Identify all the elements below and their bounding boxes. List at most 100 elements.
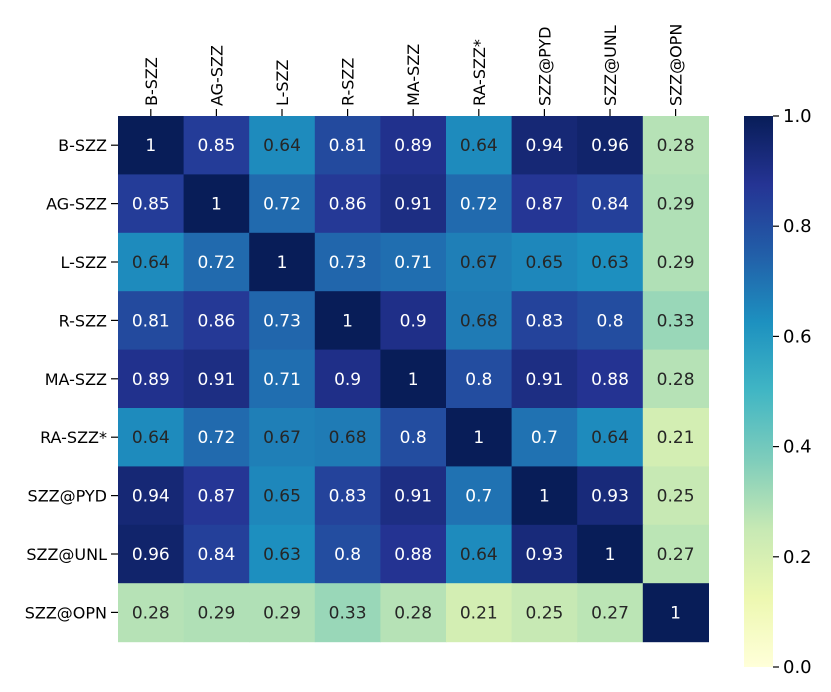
heatmap-cell bbox=[118, 291, 185, 351]
heatmap-cell bbox=[380, 349, 447, 409]
cell-value-label: 0.27 bbox=[591, 603, 629, 623]
heatmap-cell bbox=[577, 583, 644, 643]
heatmap-cell bbox=[511, 583, 578, 643]
cell-value-label: 0.86 bbox=[329, 195, 367, 215]
cell-value-label: 1 bbox=[539, 487, 550, 507]
x-axis-labels: B-SZZ AG-SZZ L-SZZ R-SZZ MA-SZZ RA-SZZ* SZZ@PY… bbox=[142, 24, 686, 116]
heatmap-cell bbox=[249, 232, 316, 292]
heatmap-cell bbox=[183, 116, 250, 175]
cell-value-label: 0.71 bbox=[263, 370, 301, 390]
heatmap-cell bbox=[118, 116, 185, 175]
heatmap-cell bbox=[446, 524, 513, 584]
x-tick-label: AG-SZZ bbox=[207, 45, 226, 106]
heatmap-cell bbox=[314, 291, 381, 351]
heatmap-cell bbox=[249, 349, 316, 409]
heatmap-cell bbox=[577, 116, 644, 175]
cell-value-label: 0.83 bbox=[329, 487, 367, 507]
cell-value-label: 0.64 bbox=[263, 136, 301, 156]
colorbar-tick-label: 0.4 bbox=[783, 437, 812, 458]
heatmap-cell bbox=[249, 583, 316, 643]
heatmap-cell bbox=[642, 232, 709, 292]
cell-value-label: 0.28 bbox=[657, 370, 695, 390]
cell-value-label: 1 bbox=[145, 136, 156, 156]
heatmap-cell bbox=[183, 408, 250, 467]
cell-value-label: 0.28 bbox=[132, 603, 170, 623]
cell-value-label: 0.84 bbox=[197, 545, 235, 565]
heatmap-cell bbox=[183, 349, 250, 409]
heatmap-cell bbox=[183, 524, 250, 584]
colorbar-tick-label: 1.0 bbox=[783, 106, 812, 127]
cell-value-label: 1 bbox=[473, 428, 484, 448]
heatmap-cell bbox=[183, 583, 250, 643]
cell-value-label: 0.8 bbox=[465, 370, 492, 390]
heatmap-cell bbox=[380, 466, 447, 526]
heatmap-cell bbox=[642, 291, 709, 351]
cell-value-label: 0.88 bbox=[394, 545, 432, 565]
heatmap-cell bbox=[249, 466, 316, 526]
cell-value-label: 0.29 bbox=[657, 195, 695, 215]
colorbar-tick-label: 0.2 bbox=[783, 547, 812, 568]
x-tick-label: L-SZZ bbox=[273, 59, 292, 106]
heatmap-cell bbox=[511, 116, 578, 175]
cell-value-label: 0.85 bbox=[132, 195, 170, 215]
heatmap-cell bbox=[380, 408, 447, 467]
heatmap-cell bbox=[446, 408, 513, 467]
x-tick-label: B-SZZ bbox=[142, 57, 161, 106]
cell-value-label: 0.81 bbox=[329, 136, 367, 156]
y-tick-label: SZZ@UNL bbox=[26, 545, 107, 564]
cell-value-label: 0.64 bbox=[460, 545, 498, 565]
heatmap-cell bbox=[380, 583, 447, 643]
cell-value-label: 0.96 bbox=[591, 136, 629, 156]
cell-value-label: 0.9 bbox=[400, 311, 427, 331]
cell-value-label: 0.29 bbox=[197, 603, 235, 623]
heatmap-cell bbox=[511, 232, 578, 292]
cell-value-label: 0.72 bbox=[460, 195, 498, 215]
heatmap-cell bbox=[314, 408, 381, 467]
cell-value-label: 1 bbox=[277, 253, 288, 273]
cell-value-label: 0.65 bbox=[525, 253, 563, 273]
cell-value-label: 0.81 bbox=[132, 311, 170, 331]
cell-value-label: 0.93 bbox=[525, 545, 563, 565]
cell-value-label: 0.21 bbox=[657, 428, 695, 448]
cell-value-label: 0.73 bbox=[263, 311, 301, 331]
cell-value-label: 0.64 bbox=[460, 136, 498, 156]
cell-value-label: 0.91 bbox=[394, 487, 432, 507]
heatmap-cell bbox=[642, 408, 709, 467]
cell-value-label: 0.33 bbox=[329, 603, 367, 623]
cell-value-label: 0.94 bbox=[132, 487, 170, 507]
heatmap-cell bbox=[642, 116, 709, 175]
heatmap-cell bbox=[577, 174, 644, 234]
x-tick-label: MA-SZZ bbox=[404, 44, 423, 106]
cell-value-label: 0.72 bbox=[197, 428, 235, 448]
heatmap-cell bbox=[118, 583, 185, 643]
cell-value-label: 0.29 bbox=[657, 253, 695, 273]
cell-value-label: 0.88 bbox=[591, 370, 629, 390]
y-tick-label: RA-SZZ* bbox=[40, 428, 107, 447]
colorbar-gradient bbox=[744, 116, 773, 667]
heatmap-cell bbox=[380, 524, 447, 584]
cell-value-label: 0.25 bbox=[657, 487, 695, 507]
heatmap-cell bbox=[446, 349, 513, 409]
colorbar-tick-label: 0.0 bbox=[783, 657, 812, 678]
heatmap-cell bbox=[642, 466, 709, 526]
cell-value-label: 0.91 bbox=[525, 370, 563, 390]
cell-value-label: 0.86 bbox=[197, 311, 235, 331]
heatmap-cell bbox=[380, 232, 447, 292]
heatmap-cell bbox=[577, 408, 644, 467]
cell-value-label: 1 bbox=[408, 370, 419, 390]
cell-value-label: 0.87 bbox=[525, 195, 563, 215]
x-tick-label: SZZ@PYD bbox=[535, 27, 554, 106]
y-tick-label: SZZ@OPN bbox=[25, 603, 107, 622]
y-tick-label: AG-SZZ bbox=[46, 195, 107, 214]
cell-value-label: 0.33 bbox=[657, 311, 695, 331]
cell-value-label: 0.8 bbox=[596, 311, 623, 331]
heatmap-cell bbox=[314, 232, 381, 292]
cell-value-label: 0.28 bbox=[657, 136, 695, 156]
cell-value-label: 1 bbox=[605, 545, 616, 565]
cell-value-label: 0.29 bbox=[263, 603, 301, 623]
cell-value-label: 0.71 bbox=[394, 253, 432, 273]
heatmap-cell bbox=[118, 524, 185, 584]
heatmap-cell bbox=[314, 583, 381, 643]
y-tick-label: R-SZZ bbox=[59, 311, 107, 330]
cell-value-label: 0.87 bbox=[197, 487, 235, 507]
